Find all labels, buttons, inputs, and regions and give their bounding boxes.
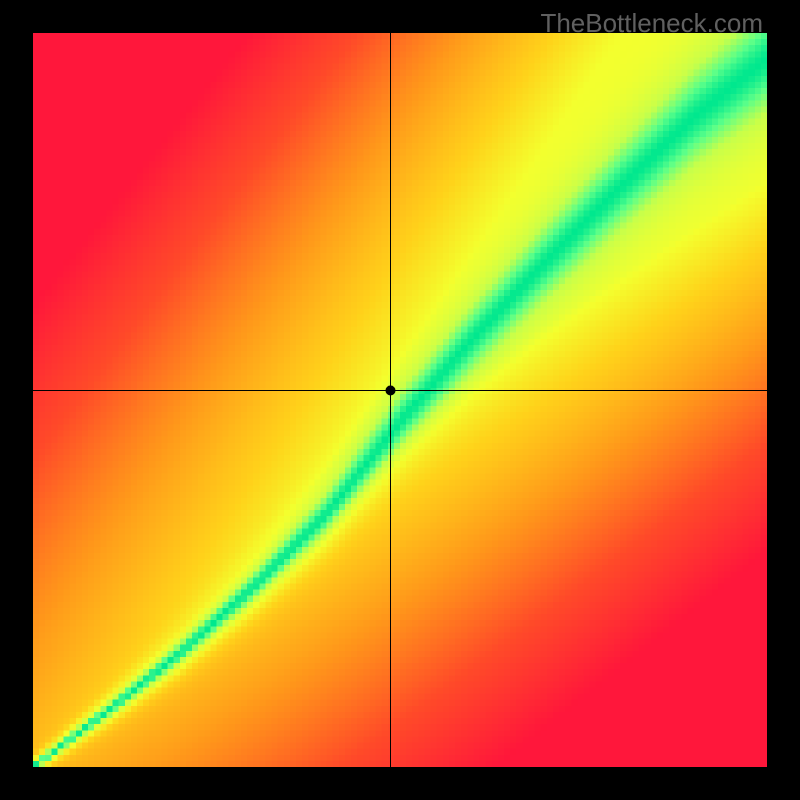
crosshair-overlay: [33, 33, 767, 767]
stage: TheBottleneck.com: [0, 0, 800, 800]
